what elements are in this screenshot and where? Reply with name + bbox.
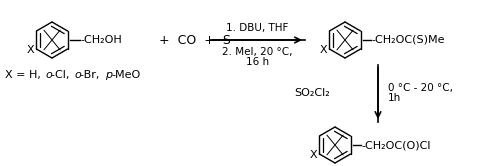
Text: -MeO: -MeO: [111, 70, 140, 80]
Text: 2. MeI, 20 °C,: 2. MeI, 20 °C,: [222, 47, 293, 57]
Text: -CH₂OC(O)Cl: -CH₂OC(O)Cl: [361, 140, 430, 150]
Text: X = H,: X = H,: [5, 70, 44, 80]
Text: p: p: [105, 70, 112, 80]
Text: -Cl,: -Cl,: [51, 70, 73, 80]
Text: 1. DBU, THF: 1. DBU, THF: [226, 23, 288, 33]
Text: +  CO  +  S: + CO + S: [155, 34, 231, 46]
Text: -Br,: -Br,: [80, 70, 103, 80]
Text: o: o: [74, 70, 81, 80]
Text: 1h: 1h: [388, 93, 401, 103]
Text: X: X: [27, 45, 34, 55]
Text: o: o: [45, 70, 52, 80]
Text: -CH₂OC(S)Me: -CH₂OC(S)Me: [371, 35, 444, 45]
Text: X: X: [320, 45, 328, 55]
Text: 0 °C - 20 °C,: 0 °C - 20 °C,: [388, 83, 453, 93]
Text: X: X: [310, 150, 318, 160]
Text: -CH₂OH: -CH₂OH: [80, 35, 122, 45]
Text: SO₂Cl₂: SO₂Cl₂: [294, 88, 330, 98]
Text: 16 h: 16 h: [246, 57, 269, 67]
